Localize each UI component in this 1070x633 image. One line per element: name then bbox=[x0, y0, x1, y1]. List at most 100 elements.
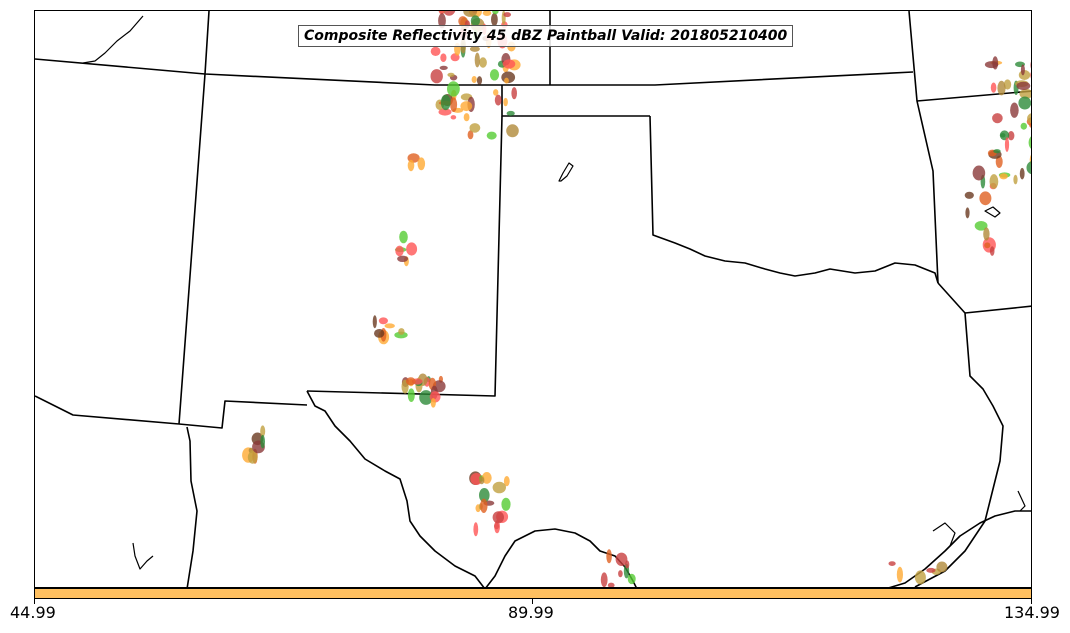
reflectivity-blob bbox=[914, 570, 926, 585]
reflectivity-cells bbox=[242, 11, 1031, 587]
reflectivity-blob bbox=[997, 80, 1006, 96]
reflectivity-blob bbox=[989, 246, 995, 256]
reflectivity-blob bbox=[440, 94, 451, 111]
reflectivity-blob bbox=[439, 65, 448, 70]
reflectivity-blob bbox=[473, 522, 479, 537]
reflectivity-blob bbox=[501, 497, 511, 511]
reflectivity-blob bbox=[460, 101, 473, 112]
reflectivity-blob bbox=[399, 230, 408, 244]
reflectivity-blob bbox=[471, 76, 477, 83]
reflectivity-blob bbox=[1007, 131, 1015, 141]
boundary-colorado-west bbox=[178, 11, 210, 425]
reflectivity-blob bbox=[990, 82, 997, 93]
reflectivity-blob bbox=[989, 174, 999, 189]
reflectivity-blob bbox=[511, 87, 517, 100]
reflectivity-blob bbox=[407, 388, 415, 403]
boundary-new-mexico-south bbox=[178, 400, 308, 429]
reflectivity-blob bbox=[378, 317, 388, 325]
reflectivity-blob bbox=[1018, 96, 1031, 110]
river-wyoming bbox=[82, 15, 144, 64]
boundary-utah-arizona bbox=[35, 395, 180, 425]
state-boundaries bbox=[35, 11, 1031, 587]
reflectivity-blob bbox=[494, 94, 502, 106]
reflectivity-blob bbox=[463, 113, 470, 122]
reflectivity-blob bbox=[972, 165, 986, 181]
reflectivity-blob bbox=[430, 398, 436, 408]
reflectivity-blob bbox=[372, 315, 377, 329]
reflectivity-blob bbox=[494, 520, 500, 534]
reflectivity-blob bbox=[992, 113, 1003, 124]
reflectivity-blob bbox=[606, 549, 612, 564]
boundary-arkansas-north bbox=[964, 305, 1031, 314]
reflectivity-blob bbox=[476, 76, 483, 85]
reflectivity-blob bbox=[417, 157, 426, 171]
colorbar bbox=[34, 588, 1032, 599]
reflectivity-blob bbox=[447, 72, 455, 77]
reflectivity-blob bbox=[467, 130, 474, 140]
boundary-texas-west bbox=[306, 390, 485, 587]
reflectivity-blob bbox=[492, 481, 506, 494]
reflectivity-blob bbox=[491, 12, 498, 27]
colorbar-tick-min bbox=[34, 599, 35, 604]
reflectivity-blob bbox=[447, 81, 460, 97]
reflectivity-blob bbox=[600, 572, 608, 587]
colorbar-tick-label-mid: 89.99 bbox=[508, 603, 554, 622]
reflectivity-blob bbox=[979, 191, 992, 206]
reflectivity-blob bbox=[607, 582, 615, 587]
reflectivity-blob bbox=[493, 89, 499, 96]
reflectivity-blob bbox=[999, 173, 1008, 180]
reflectivity-blob bbox=[995, 155, 1003, 168]
reflectivity-blob bbox=[419, 390, 433, 405]
reflectivity-blob bbox=[974, 221, 988, 231]
reflectivity-blob bbox=[479, 57, 487, 68]
gulf-coast bbox=[888, 510, 1031, 587]
reflectivity-blob bbox=[992, 56, 999, 70]
map-title: Composite Reflectivity 45 dBZ Paintball … bbox=[298, 25, 794, 47]
reflectivity-blob bbox=[618, 570, 623, 578]
reflectivity-blob bbox=[384, 323, 395, 329]
reflectivity-blob bbox=[625, 560, 630, 569]
reflectivity-blob bbox=[405, 377, 416, 386]
lake-missouri bbox=[984, 206, 1001, 218]
reflectivity-blob bbox=[463, 11, 478, 17]
reflectivity-blob bbox=[1028, 136, 1031, 149]
lake-louisiana bbox=[1017, 490, 1026, 512]
reflectivity-blob bbox=[482, 11, 492, 16]
reflectivity-blob bbox=[1029, 122, 1031, 128]
colorbar-tick-mid bbox=[532, 599, 533, 604]
reflectivity-blob bbox=[1004, 137, 1010, 152]
reflectivity-blob bbox=[479, 488, 490, 503]
reflectivity-blob bbox=[964, 191, 974, 199]
reflectivity-blob bbox=[1026, 161, 1031, 175]
reflectivity-blob bbox=[374, 329, 385, 338]
reflectivity-blob bbox=[983, 227, 990, 241]
reflectivity-blob bbox=[506, 110, 515, 116]
reflectivity-blob bbox=[1016, 81, 1031, 91]
lake-arizona bbox=[132, 542, 154, 570]
reflectivity-blob bbox=[896, 566, 904, 583]
map-canvas bbox=[35, 11, 1031, 587]
reflectivity-blob bbox=[1003, 79, 1012, 90]
reflectivity-blob bbox=[247, 450, 258, 464]
reflectivity-blob bbox=[438, 11, 445, 15]
reflectivity-blob bbox=[1027, 113, 1031, 124]
reflectivity-blob bbox=[1019, 88, 1031, 99]
reflectivity-blob bbox=[489, 69, 500, 81]
lake-oklahoma bbox=[558, 162, 574, 182]
reflectivity-blob bbox=[438, 108, 452, 116]
boundary-oklahoma bbox=[649, 115, 939, 284]
reflectivity-blob bbox=[1030, 72, 1031, 79]
reflectivity-blob bbox=[1020, 122, 1027, 130]
reflectivity-blob bbox=[502, 59, 516, 69]
reflectivity-blob bbox=[397, 255, 409, 262]
reflectivity-blob bbox=[504, 77, 509, 84]
reflectivity-blob bbox=[430, 46, 441, 57]
reflectivity-blob bbox=[506, 124, 519, 138]
colorbar-tick-label-max: 134.99 bbox=[1004, 603, 1060, 622]
boundary-missouri-north bbox=[916, 90, 1031, 102]
reflectivity-blob bbox=[469, 46, 480, 52]
reflectivity-blob bbox=[503, 12, 512, 18]
bay-texas bbox=[932, 522, 956, 547]
boundary-oklahoma-panhandle bbox=[306, 115, 503, 397]
reflectivity-blob bbox=[260, 425, 266, 438]
